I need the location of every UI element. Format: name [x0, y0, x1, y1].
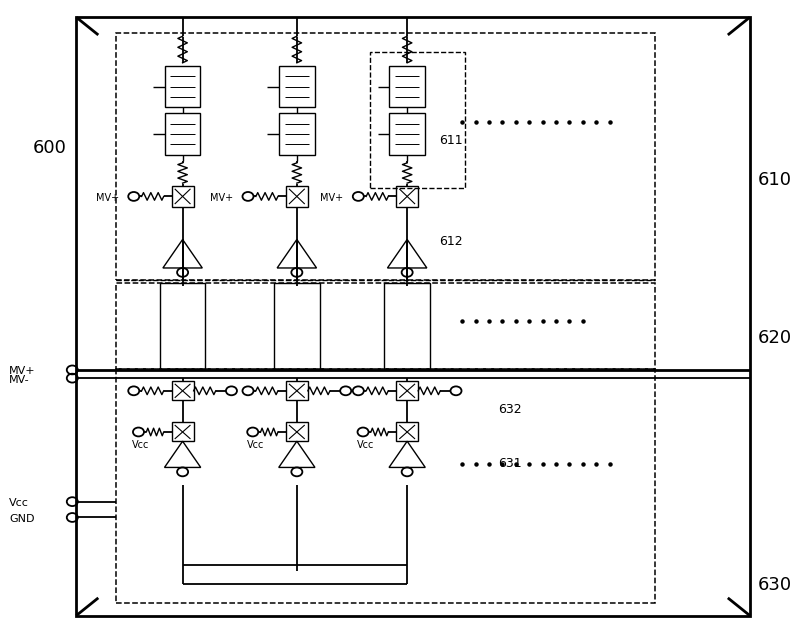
- Text: MV-: MV-: [10, 375, 30, 385]
- Bar: [171, 382, 194, 400]
- Bar: [279, 113, 314, 155]
- Text: MV+: MV+: [321, 193, 344, 203]
- Bar: [116, 283, 655, 369]
- Bar: [286, 422, 308, 441]
- Text: Vcc: Vcc: [132, 440, 150, 450]
- Text: 611: 611: [438, 134, 462, 147]
- Bar: [160, 283, 206, 369]
- Bar: [384, 283, 430, 369]
- Bar: [286, 382, 308, 400]
- Text: 631: 631: [498, 457, 522, 470]
- Bar: [171, 422, 194, 441]
- Text: 610: 610: [758, 171, 792, 189]
- Text: 612: 612: [438, 235, 462, 248]
- Bar: [390, 113, 425, 155]
- Bar: [116, 33, 655, 280]
- Text: MV+: MV+: [10, 366, 36, 377]
- Bar: [390, 66, 425, 107]
- Text: GND: GND: [10, 514, 34, 524]
- Text: 600: 600: [33, 139, 66, 157]
- Bar: [396, 382, 418, 400]
- Text: Vcc: Vcc: [246, 440, 264, 450]
- Bar: [165, 66, 200, 107]
- Bar: [171, 186, 194, 207]
- Bar: [76, 17, 750, 616]
- Bar: [116, 369, 655, 603]
- Text: MV+: MV+: [96, 193, 119, 203]
- Text: Vcc: Vcc: [357, 440, 374, 450]
- Text: MV+: MV+: [210, 193, 234, 203]
- Text: Vcc: Vcc: [10, 498, 29, 508]
- Bar: [165, 113, 200, 155]
- Bar: [286, 186, 308, 207]
- Text: 620: 620: [758, 329, 792, 347]
- Bar: [396, 186, 418, 207]
- Bar: [274, 283, 320, 369]
- Text: 632: 632: [498, 403, 522, 416]
- Text: 630: 630: [758, 576, 792, 594]
- Bar: [370, 52, 465, 188]
- Bar: [279, 66, 314, 107]
- Bar: [396, 422, 418, 441]
